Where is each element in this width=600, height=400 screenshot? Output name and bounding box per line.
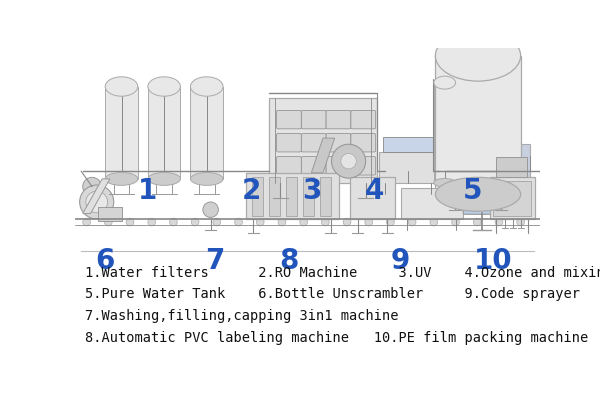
Text: 8.Automatic PVC labeling machine   10.PE film packing machine: 8.Automatic PVC labeling machine 10.PE f… <box>85 330 589 344</box>
FancyBboxPatch shape <box>277 156 301 175</box>
Ellipse shape <box>190 77 223 96</box>
FancyBboxPatch shape <box>277 110 301 129</box>
FancyBboxPatch shape <box>351 110 376 129</box>
Circle shape <box>203 202 218 217</box>
FancyBboxPatch shape <box>320 177 331 216</box>
FancyBboxPatch shape <box>401 188 463 219</box>
Circle shape <box>408 218 416 226</box>
Circle shape <box>83 177 101 196</box>
Text: 1: 1 <box>137 177 157 205</box>
Text: 7.Washing,filling,capping 3in1 machine: 7.Washing,filling,capping 3in1 machine <box>85 309 399 323</box>
FancyBboxPatch shape <box>351 156 376 175</box>
Circle shape <box>430 218 438 226</box>
FancyBboxPatch shape <box>490 176 535 219</box>
Circle shape <box>86 191 107 213</box>
Circle shape <box>341 154 356 169</box>
FancyBboxPatch shape <box>326 134 351 152</box>
FancyBboxPatch shape <box>252 177 263 216</box>
FancyBboxPatch shape <box>326 110 351 129</box>
Circle shape <box>495 218 503 226</box>
Circle shape <box>343 218 351 226</box>
Ellipse shape <box>148 172 181 185</box>
Text: 2: 2 <box>242 177 262 205</box>
FancyBboxPatch shape <box>269 177 280 216</box>
Circle shape <box>278 218 286 226</box>
Polygon shape <box>311 138 335 173</box>
FancyBboxPatch shape <box>383 136 433 152</box>
FancyBboxPatch shape <box>245 173 338 219</box>
FancyBboxPatch shape <box>463 184 500 214</box>
FancyBboxPatch shape <box>301 134 326 152</box>
Ellipse shape <box>105 172 138 185</box>
Text: 6: 6 <box>95 246 115 274</box>
Circle shape <box>452 218 460 226</box>
FancyBboxPatch shape <box>269 98 377 183</box>
Circle shape <box>332 144 365 178</box>
Circle shape <box>473 218 481 226</box>
Text: 7: 7 <box>205 246 224 274</box>
Text: 8: 8 <box>279 246 299 274</box>
FancyBboxPatch shape <box>301 110 326 129</box>
Circle shape <box>300 218 308 226</box>
Text: 10: 10 <box>474 246 513 274</box>
FancyBboxPatch shape <box>98 207 121 221</box>
Text: 5: 5 <box>463 177 482 205</box>
FancyBboxPatch shape <box>434 83 455 183</box>
Polygon shape <box>83 179 110 214</box>
Ellipse shape <box>190 172 223 185</box>
FancyBboxPatch shape <box>326 156 351 175</box>
FancyBboxPatch shape <box>105 86 138 179</box>
Circle shape <box>83 218 91 226</box>
Text: 5.Pure Water Tank    6.Bottle Unscrambler     9.Code sprayer: 5.Pure Water Tank 6.Bottle Unscrambler 9… <box>85 287 580 302</box>
FancyBboxPatch shape <box>277 134 301 152</box>
FancyBboxPatch shape <box>148 86 181 179</box>
FancyBboxPatch shape <box>497 144 530 190</box>
FancyBboxPatch shape <box>496 157 527 176</box>
Text: 4: 4 <box>365 177 385 205</box>
Text: 3: 3 <box>302 177 322 205</box>
Ellipse shape <box>434 76 455 89</box>
Circle shape <box>386 218 394 226</box>
Ellipse shape <box>434 178 455 187</box>
Text: 1.Water filters      2.RO Machine     3.UV    4.Ozone and mixing: 1.Water filters 2.RO Machine 3.UV 4.Ozon… <box>85 266 600 280</box>
Circle shape <box>126 218 134 226</box>
Circle shape <box>191 218 199 226</box>
Circle shape <box>517 218 524 226</box>
Circle shape <box>170 218 178 226</box>
Circle shape <box>213 218 221 226</box>
FancyBboxPatch shape <box>303 177 314 216</box>
FancyBboxPatch shape <box>436 56 521 194</box>
Circle shape <box>104 218 112 226</box>
Circle shape <box>80 185 114 219</box>
FancyBboxPatch shape <box>351 134 376 152</box>
FancyBboxPatch shape <box>286 177 296 216</box>
FancyBboxPatch shape <box>379 152 437 183</box>
FancyBboxPatch shape <box>190 86 223 179</box>
Circle shape <box>365 218 373 226</box>
Text: 9: 9 <box>391 246 410 274</box>
Circle shape <box>235 218 242 226</box>
Circle shape <box>256 218 264 226</box>
Ellipse shape <box>436 177 521 211</box>
Ellipse shape <box>148 77 181 96</box>
FancyBboxPatch shape <box>350 176 395 219</box>
FancyBboxPatch shape <box>493 181 532 216</box>
Ellipse shape <box>105 77 138 96</box>
FancyBboxPatch shape <box>301 156 326 175</box>
Ellipse shape <box>436 30 521 81</box>
Circle shape <box>148 218 155 226</box>
Circle shape <box>322 218 329 226</box>
